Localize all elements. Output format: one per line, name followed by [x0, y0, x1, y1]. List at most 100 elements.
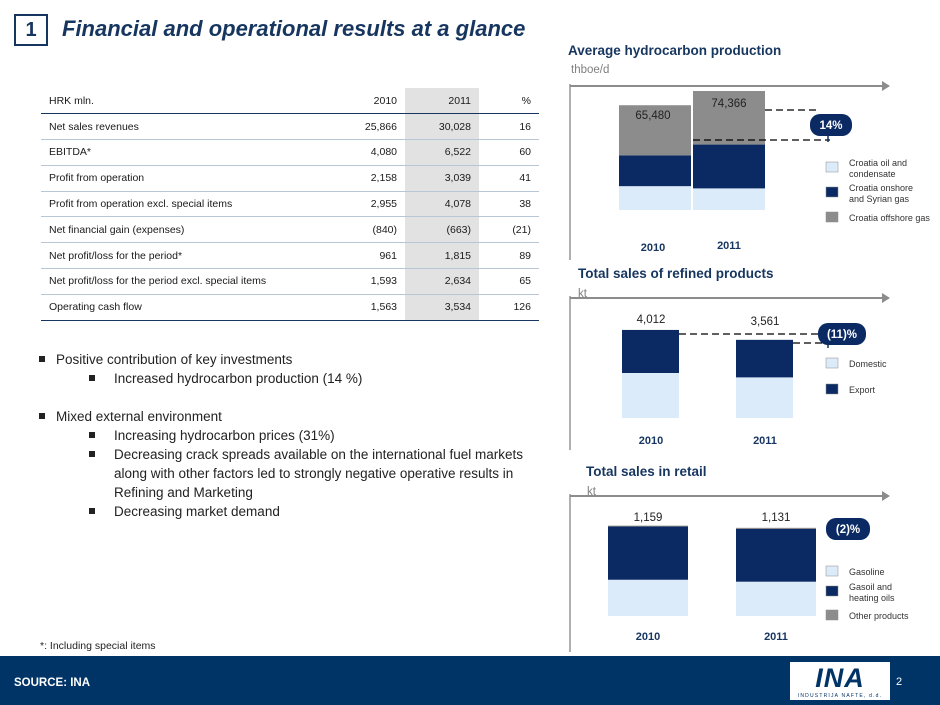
bullet-item: Mixed external environment — [36, 407, 556, 426]
bar-segment-2011-0 — [693, 188, 765, 210]
x-tick-label: 2010 — [639, 435, 663, 447]
square-bullet-icon — [39, 356, 45, 362]
bar-total-label: 3,561 — [751, 316, 780, 328]
slide-number-box: 1 — [14, 14, 48, 46]
x-tick-label: 2010 — [636, 631, 660, 643]
table-header-cell: HRK mln. — [41, 88, 333, 115]
table-cell: 25,866 — [333, 113, 405, 141]
table-cell: Net profit/loss for the period* — [41, 242, 333, 270]
bullet-text: Increased hydrocarbon production (14 %) — [114, 371, 363, 386]
table-cell: EBITDA* — [41, 139, 333, 166]
bar-segment-2011-0 — [736, 581, 816, 616]
table-cell: 3,534 — [405, 294, 479, 321]
table-cell: 961 — [333, 242, 405, 270]
sub-bullet-item: Increased hydrocarbon production (14 %) — [36, 369, 556, 388]
square-bullet-icon — [89, 432, 95, 438]
page-number: 2 — [896, 676, 903, 688]
chart-title-production: Average hydrocarbon production — [568, 43, 782, 58]
bar-segment-2010-0 — [608, 579, 688, 616]
table-cell: 1,815 — [405, 242, 479, 270]
bar-segment-2010-1 — [619, 155, 691, 187]
bar-segment-2011-1 — [693, 144, 765, 189]
table-cell: Net profit/loss for the period excl. spe… — [41, 268, 333, 295]
legend-swatch — [825, 161, 839, 173]
chart-title-refined-products: Total sales of refined products — [578, 266, 774, 281]
bullet-text: Positive contribution of key investments — [56, 352, 293, 367]
refined-products-chart: 4,012 2010 3,561 2011 (11)% Domestic Export — [569, 293, 890, 450]
change-badge — [810, 114, 852, 136]
change-badge — [826, 518, 870, 540]
table-header-row: HRK mln. 2010 2011% — [41, 88, 539, 115]
bar-segment-2010-0 — [619, 186, 691, 210]
chart-unit-retail-sales: kt — [587, 486, 596, 498]
key-points-list: Positive contribution of key investments… — [36, 350, 556, 521]
bar-segment-2010-1 — [622, 329, 679, 373]
table-header-cell: 2010 — [333, 88, 405, 115]
table-cell: 16 — [479, 113, 539, 141]
chart-unit-refined-products: kt — [578, 288, 587, 300]
table-cell: Profit from operation — [41, 165, 333, 192]
legend-label: Gasoil and heating oils — [849, 582, 895, 603]
ina-logo: INA INDUSTRIJA NAFTE, d.d. — [790, 662, 890, 700]
footnote: *: Including special items — [40, 640, 156, 652]
bar-segment-2011-2 — [693, 91, 765, 145]
table-cell: 2,634 — [405, 268, 479, 295]
legend-label: Other products — [849, 611, 909, 621]
bar-segment-2010-2 — [619, 105, 691, 156]
legend-label: Croatia onshore and Syrian gas — [849, 183, 913, 204]
legend-label: Domestic — [849, 359, 887, 369]
legend-swatch — [825, 585, 839, 597]
square-bullet-icon — [39, 413, 45, 419]
table-cell: Profit from operation excl. special item… — [41, 191, 333, 218]
table-cell: 1,593 — [333, 268, 405, 295]
x-tick-label: 2011 — [753, 435, 777, 447]
bar-total-label: 1,159 — [634, 512, 663, 524]
table-cell: 126 — [479, 294, 539, 321]
table-cell: Net financial gain (expenses) — [41, 216, 333, 244]
legend-label: Croatia offshore gas — [849, 213, 930, 223]
table-cell: 41 — [479, 165, 539, 192]
table-cell: 65 — [479, 268, 539, 295]
table-cell: (21) — [479, 216, 539, 244]
legend-swatch — [825, 383, 839, 395]
legend-swatch — [825, 186, 839, 198]
table-cell: 38 — [479, 191, 539, 218]
x-tick-label: 2011 — [764, 631, 788, 643]
bar-segment-2011-1 — [736, 528, 816, 582]
axis-arrow-head-icon — [882, 293, 890, 303]
sub-bullet-item: Increasing hydrocarbon prices (31%) — [36, 426, 556, 445]
table-cell: 6,522 — [405, 139, 479, 166]
table-cell: Operating cash flow — [41, 294, 333, 321]
bullet-item: Positive contribution of key investments — [36, 350, 556, 369]
change-badge-label: (2)% — [836, 524, 860, 536]
table-cell: 1,563 — [333, 294, 405, 321]
legend-label: Gasoline — [849, 567, 885, 577]
table-row: Profit from operation 2,158 3,039 41 — [41, 165, 539, 192]
change-badge — [818, 323, 866, 345]
bar-segment-2011-2 — [736, 527, 816, 529]
retail-sales-chart: 1,159 2010 1,131 2011 (2)% Gasoline Gasoil and… — [569, 491, 909, 652]
table-row: Profit from operation excl. special item… — [41, 191, 539, 218]
x-tick-label: 2010 — [641, 242, 665, 254]
table-cell: 4,078 — [405, 191, 479, 218]
bar-segment-2011-1 — [736, 339, 793, 378]
bar-segment-2011-0 — [736, 377, 793, 418]
legend-swatch — [825, 357, 839, 369]
square-bullet-icon — [89, 508, 95, 514]
table-cell: 89 — [479, 242, 539, 270]
table-row: EBITDA* 4,080 6,522 60 — [41, 139, 539, 166]
bar-segment-2010-0 — [622, 373, 679, 418]
table-cell: (840) — [333, 216, 405, 244]
table-row: Net profit/loss for the period* 961 1,815 8… — [41, 242, 539, 270]
table-row: Operating cash flow 1,563 3,534 126 — [41, 294, 539, 321]
svg-text:INA: INA — [815, 663, 865, 693]
bar-total-label: 65,480 — [635, 110, 670, 122]
table-row: Net sales revenues 25,866 30,028 16 — [41, 113, 539, 141]
change-badge-label: (11)% — [827, 329, 857, 341]
square-bullet-icon — [89, 375, 95, 381]
financial-results-table: HRK mln. 2010 2011% Net sales revenues 25,86… — [41, 88, 539, 321]
table-cell: (663) — [405, 216, 479, 244]
bar-total-label: 4,012 — [637, 314, 666, 326]
sub-bullet-item: Decreasing crack spreads available on th… — [36, 445, 556, 502]
bullet-text: Decreasing market demand — [114, 504, 280, 519]
